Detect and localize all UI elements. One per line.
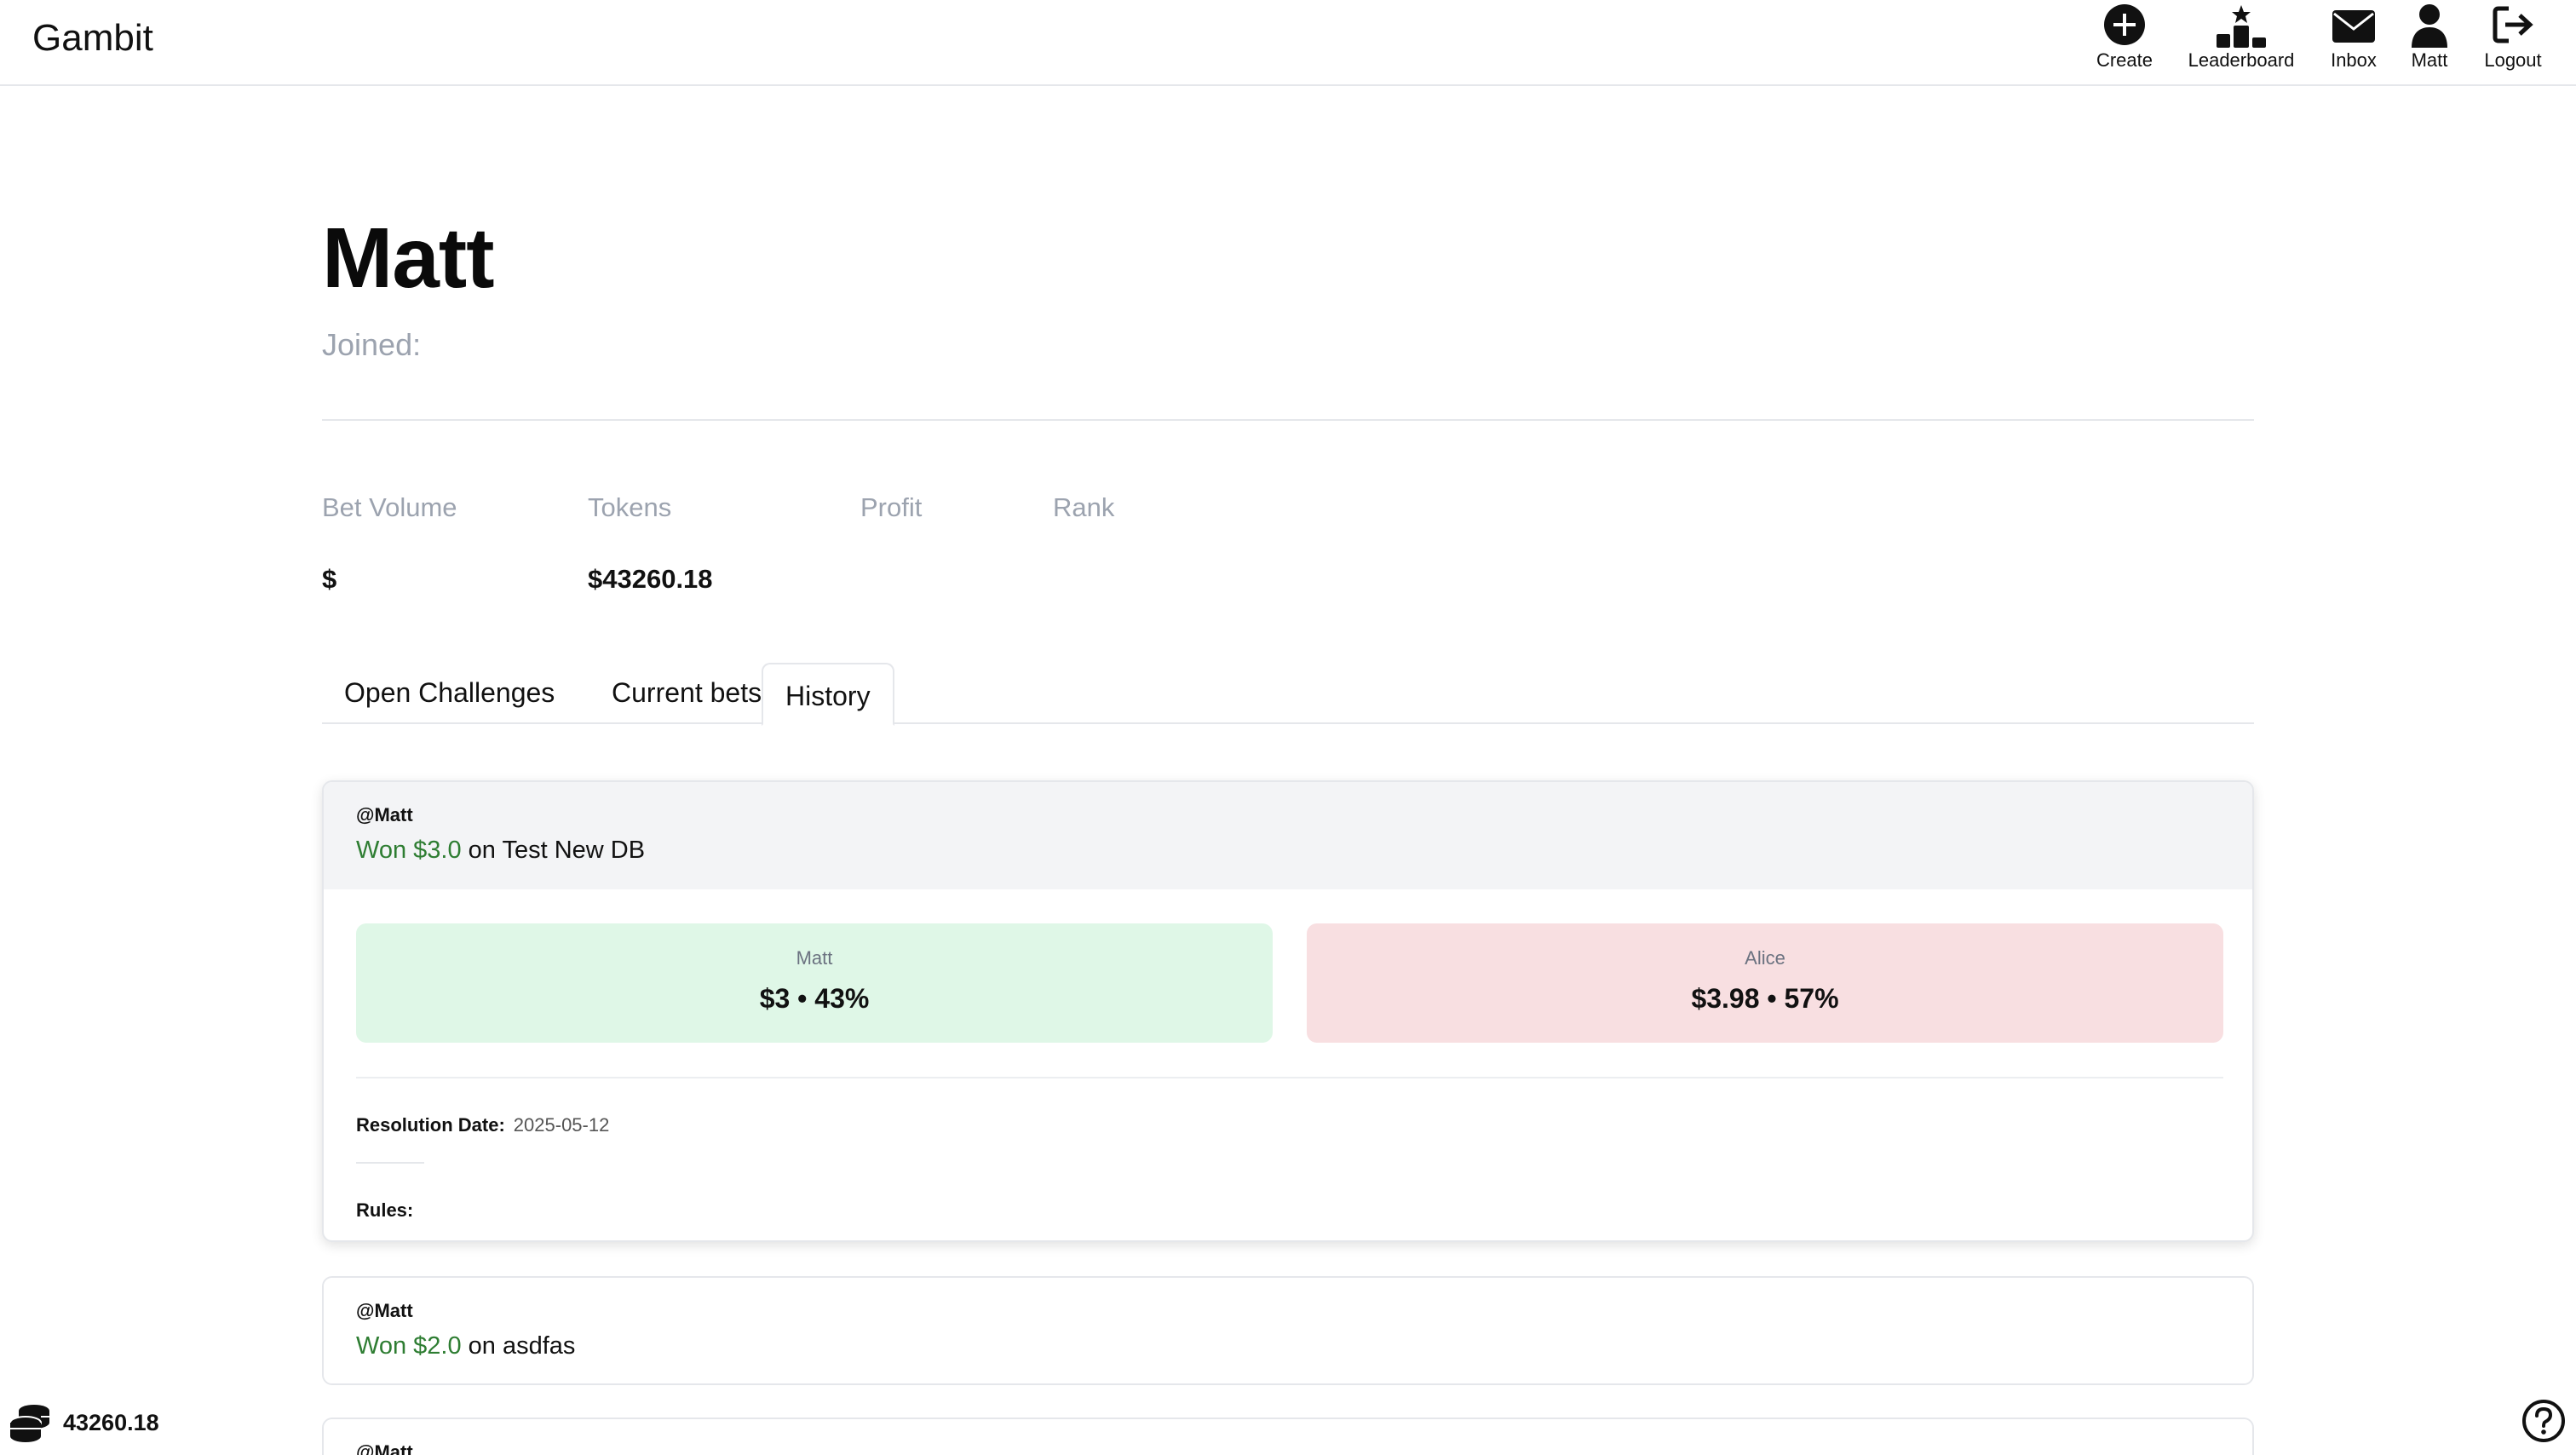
stat-bet-volume-value: $ [322, 564, 337, 594]
rules-label: Rules: [356, 1199, 414, 1221]
profile-divider [322, 419, 2254, 421]
token-balance-value: 43260.18 [63, 1409, 159, 1435]
top-navbar: Gambit Create Leaderboard Inbox [0, 0, 2576, 86]
stat-bet-volume: Bet Volume $ [322, 492, 457, 594]
coins-icon [9, 1405, 49, 1442]
stat-tokens-value: $43260.18 [588, 564, 713, 594]
user-icon [2412, 4, 2447, 48]
history-card-header[interactable]: @Matt Won $2.0 on asdfas [324, 1278, 2252, 1383]
side-right-name: Alice [1745, 947, 1785, 969]
envelope-icon [2332, 10, 2375, 43]
history-card[interactable]: @Matt [322, 1418, 2254, 1455]
side-left-name: Matt [796, 947, 833, 969]
help-icon [2522, 1400, 2565, 1442]
nav-leaderboard[interactable]: Leaderboard [2186, 0, 2297, 85]
stat-profit: Profit [860, 492, 922, 523]
logout-icon [2493, 6, 2533, 43]
joined-label: Joined: [322, 327, 422, 362]
resolution-date-label: Resolution Date: [356, 1114, 505, 1136]
nav-logout[interactable]: Logout [2482, 0, 2544, 85]
resolution-date: Resolution Date: 2025-05-12 [356, 1114, 609, 1136]
plus-circle-icon [2104, 4, 2145, 45]
card-title: Won $3.0 on Test New DB [356, 837, 2220, 865]
stat-rank-label: Rank [1053, 492, 1115, 522]
nav-leaderboard-label: Leaderboard [2188, 49, 2295, 71]
history-card[interactable]: @Matt Won $3.0 on Test New DB Matt $3 • … [322, 780, 2254, 1242]
help-button[interactable] [2521, 1399, 2566, 1447]
bet-sides: Matt $3 • 43% Alice $3.98 • 57% [356, 923, 2223, 1043]
token-balance-widget[interactable]: 43260.18 [9, 1397, 159, 1448]
history-card[interactable]: @Matt Won $2.0 on asdfas [322, 1276, 2254, 1385]
brand-logo[interactable]: Gambit [32, 17, 153, 59]
profile-name: Matt [322, 210, 495, 306]
stat-profit-label: Profit [860, 492, 923, 522]
stat-bet-volume-label: Bet Volume [322, 492, 457, 522]
nav-inbox-label: Inbox [2331, 49, 2377, 71]
card-username: @Matt [356, 1300, 413, 1321]
stat-tokens-label: Tokens [588, 492, 672, 522]
nav-profile[interactable]: Matt [2409, 0, 2450, 85]
nav-create-label: Create [2096, 49, 2153, 71]
tab-current-bets[interactable]: Current bets [612, 677, 762, 708]
card-divider [356, 1077, 2223, 1078]
podium-icon [2217, 5, 2266, 48]
stat-rank: Rank [1053, 492, 1114, 523]
bet-name: on Test New DB [461, 837, 646, 864]
history-card-header[interactable]: @Matt Won $3.0 on Test New DB [324, 782, 2252, 889]
won-amount: Won $3.0 [356, 837, 462, 864]
won-amount: Won $2.0 [356, 1332, 462, 1360]
side-left-value: $3 • 43% [759, 983, 870, 1014]
side-left: Matt $3 • 43% [356, 923, 1273, 1043]
tab-history[interactable]: History [762, 663, 894, 726]
history-card-header[interactable]: @Matt [324, 1419, 2252, 1455]
bet-name: on asdfas [461, 1332, 576, 1360]
side-right-value: $3.98 • 57% [1691, 983, 1839, 1014]
card-username: @Matt [356, 804, 413, 825]
nav-create[interactable]: Create [2089, 0, 2160, 85]
card-title: Won $2.0 on asdfas [356, 1332, 2220, 1360]
nav-logout-label: Logout [2484, 49, 2542, 71]
profile-tabs: Open Challenges Current bets History [322, 663, 2254, 726]
tab-open-challenges[interactable]: Open Challenges [344, 677, 555, 708]
rules-divider [356, 1162, 424, 1164]
resolution-date-value: 2025-05-12 [513, 1114, 610, 1136]
nav-profile-label: Matt [2411, 49, 2448, 71]
stat-tokens: Tokens $43260.18 [588, 492, 713, 594]
nav-inbox[interactable]: Inbox [2329, 0, 2378, 85]
side-right: Alice $3.98 • 57% [1307, 923, 2223, 1043]
card-username: @Matt [356, 1441, 413, 1455]
